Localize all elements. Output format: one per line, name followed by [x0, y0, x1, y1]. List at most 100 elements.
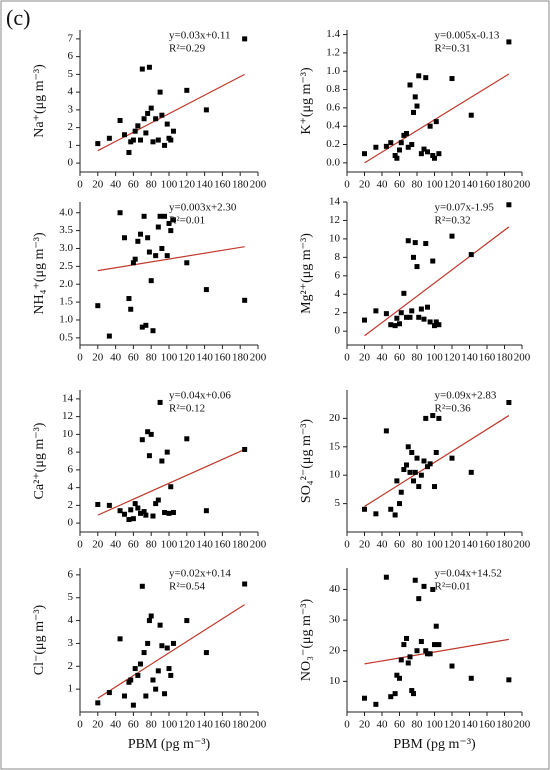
- y-tick-label: 0: [68, 157, 74, 169]
- x-tick-label: 120: [179, 352, 196, 364]
- y-axis-label: Na⁺(μg m⁻³): [32, 64, 47, 138]
- x-tick-label: 60: [394, 179, 406, 191]
- point: [170, 128, 176, 134]
- annotation: y=0.03x+0.11: [169, 30, 231, 42]
- point: [404, 635, 409, 641]
- annotation: y=0.02x+0.14: [169, 568, 231, 580]
- x-tick-label: 0: [77, 352, 83, 364]
- point: [414, 264, 420, 270]
- point: [95, 303, 101, 309]
- fit-line: [97, 604, 245, 699]
- point: [421, 583, 427, 589]
- x-tick-label: 160: [214, 539, 231, 551]
- point: [416, 314, 422, 320]
- point: [148, 278, 154, 284]
- point: [122, 693, 127, 699]
- y-tick-label: 3: [68, 637, 74, 649]
- y-axis-label: Cl⁻(μg m⁻³): [32, 604, 47, 675]
- x-tick-label: 100: [426, 539, 443, 551]
- point: [117, 210, 123, 216]
- point: [401, 290, 407, 296]
- point: [168, 484, 174, 490]
- annotation: y=0.005x-0.13: [435, 30, 500, 42]
- point: [432, 642, 437, 648]
- point: [148, 431, 154, 437]
- point: [135, 123, 141, 129]
- y-tick-label: 40: [329, 583, 341, 595]
- y-tick-label: 8: [335, 251, 341, 263]
- point: [409, 449, 415, 455]
- y-tick-label: 1.4: [326, 28, 340, 40]
- point: [130, 516, 136, 522]
- point: [164, 645, 170, 651]
- point: [145, 235, 151, 241]
- point: [421, 458, 427, 464]
- point: [145, 110, 151, 116]
- point: [392, 691, 398, 697]
- x-tick-label: 80: [412, 719, 424, 731]
- point: [411, 691, 416, 697]
- point: [414, 455, 420, 461]
- point: [425, 304, 430, 310]
- point: [153, 253, 159, 259]
- point: [423, 415, 429, 421]
- annotation: R²=0.29: [169, 43, 206, 55]
- y-tick-label: 5: [335, 497, 341, 509]
- x-tick-label: 40: [377, 719, 389, 731]
- annotation: y=0.003x+2.30: [169, 202, 237, 214]
- point: [141, 650, 147, 656]
- point: [449, 76, 455, 82]
- point: [398, 310, 404, 316]
- x-tick-label: 180: [232, 179, 249, 191]
- point: [155, 497, 161, 503]
- point: [150, 513, 156, 519]
- point: [433, 119, 439, 125]
- y-tick-label: 4: [68, 614, 74, 626]
- point: [436, 415, 442, 421]
- x-tick-label: 140: [461, 352, 478, 364]
- point: [128, 677, 134, 683]
- point: [166, 510, 172, 516]
- point: [430, 153, 436, 159]
- point: [362, 506, 367, 512]
- x-tick-label: 180: [232, 539, 249, 551]
- x-tick-label: 120: [444, 539, 461, 551]
- y-tick-label: 5: [68, 591, 74, 603]
- point: [157, 399, 163, 405]
- annotation: R²=0.01: [169, 215, 205, 227]
- point: [122, 132, 127, 138]
- y-tick-label: 0: [335, 325, 341, 337]
- point: [146, 249, 152, 255]
- point: [506, 399, 512, 405]
- point: [433, 319, 439, 325]
- point: [411, 109, 416, 115]
- point: [373, 511, 379, 517]
- point: [412, 469, 418, 475]
- y-tick-label: 0.8: [326, 83, 340, 95]
- point: [432, 323, 437, 329]
- point: [416, 596, 422, 602]
- point: [401, 132, 407, 138]
- point: [449, 455, 455, 461]
- point: [145, 429, 151, 435]
- point: [392, 323, 398, 329]
- y-tick-label: 12: [329, 214, 340, 226]
- point: [397, 501, 402, 507]
- y-tick-label: 0: [68, 517, 74, 529]
- annotation: y=0.07x-1.95: [435, 202, 495, 214]
- point: [203, 650, 209, 656]
- point: [153, 116, 159, 122]
- point: [106, 333, 112, 339]
- point: [164, 449, 170, 455]
- point: [506, 202, 512, 208]
- point: [423, 241, 429, 247]
- y-tick-label: 2.0: [59, 278, 73, 290]
- point: [95, 501, 101, 507]
- point: [405, 238, 411, 244]
- x-tick-label: 20: [359, 539, 371, 551]
- point: [506, 677, 512, 683]
- point: [155, 224, 161, 230]
- y-tick-label: 4.0: [59, 206, 73, 218]
- x-tick-label: 0: [77, 719, 83, 731]
